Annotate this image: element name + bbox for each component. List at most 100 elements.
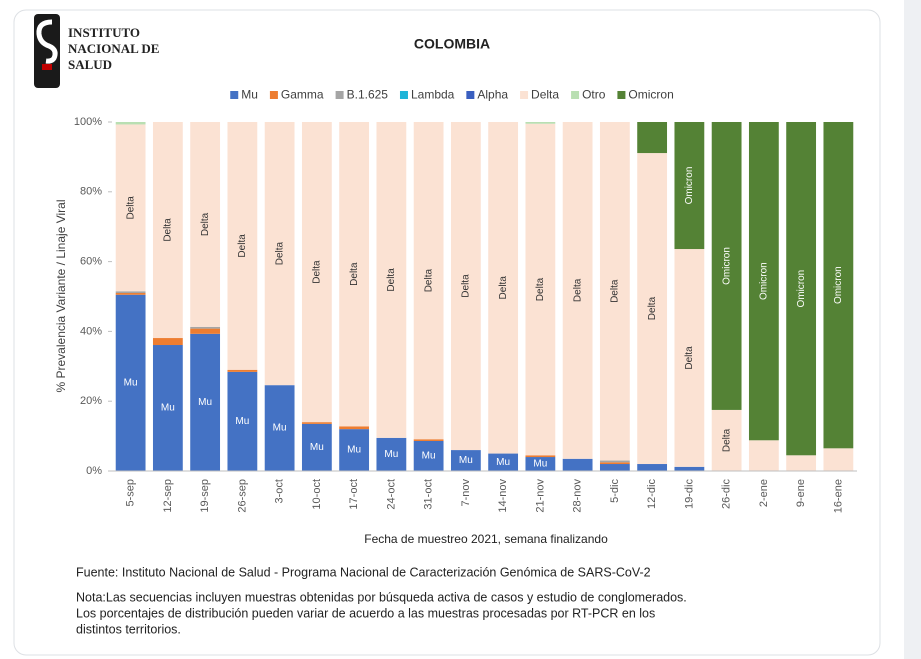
- segment-label: Delta: [200, 212, 211, 236]
- note: Nota:Las secuencias incluyen muestras ob…: [76, 590, 687, 604]
- logo-text: NACIONAL DE: [68, 41, 159, 56]
- legend-swatch: [617, 91, 626, 99]
- bar-segment: [190, 326, 221, 329]
- segment-label: Delta: [572, 278, 583, 302]
- side-strip: [904, 0, 921, 659]
- segment-label: Mu: [384, 449, 398, 460]
- x-tick-label: 31-oct: [423, 479, 435, 510]
- x-tick-label: 24-oct: [385, 479, 397, 510]
- bar-segment: [190, 333, 221, 471]
- legend-swatch: [466, 91, 475, 99]
- bar-segment: [339, 426, 370, 430]
- x-tick-label: 19-sep: [199, 479, 211, 513]
- bar-segment: [227, 122, 258, 370]
- legend: Mu Gamma B.1.625 Lambda Alpha Delta Otro Omicro…: [230, 88, 674, 102]
- bar-segment: [152, 338, 183, 346]
- bar-segment: [525, 455, 556, 458]
- segment-label: Mu: [422, 451, 436, 462]
- logo-text: INSTITUTO: [68, 25, 140, 40]
- bar-segment: [264, 122, 295, 386]
- bar-segment: [488, 453, 519, 471]
- bar-segment: [339, 122, 370, 427]
- bar-segment: [674, 466, 705, 471]
- bar-segment: [748, 122, 779, 441]
- logo-icon: [34, 14, 60, 88]
- legend-label: Otro: [582, 88, 606, 102]
- legend-label: Omicron: [628, 88, 673, 102]
- segment-label: Delta: [610, 279, 621, 303]
- bar-segment: [637, 122, 668, 154]
- segment-label: Delta: [423, 269, 434, 293]
- x-tick-label: 12-sep: [162, 479, 174, 513]
- legend-swatch: [520, 91, 529, 99]
- legend-swatch: [399, 91, 408, 99]
- segment-label: Delta: [312, 260, 323, 284]
- segment-label: Delta: [535, 277, 546, 301]
- y-tick-label: 100%: [74, 116, 102, 128]
- bar-segment: [562, 458, 593, 471]
- bar-segment: [450, 450, 481, 471]
- legend-swatch: [269, 91, 278, 99]
- note: distintos territorios.: [76, 622, 181, 636]
- y-axis-label: % Prevalencia Variante / Linaje Viral: [54, 200, 68, 393]
- bar-segment: [450, 122, 481, 451]
- logo-text: SALUD: [68, 57, 112, 72]
- bar-segment: [152, 122, 183, 339]
- x-tick-label: 17-oct: [348, 479, 360, 510]
- bar-segment: [376, 122, 407, 438]
- bar-segment: [152, 345, 183, 471]
- segment-label: Mu: [124, 378, 138, 389]
- segment-label: Omicron: [684, 167, 695, 205]
- bar-segment: [115, 122, 146, 125]
- y-tick-label: 40%: [80, 325, 102, 337]
- segment-label: Mu: [533, 459, 547, 470]
- bar-segment: [711, 409, 742, 471]
- segment-label: Delta: [498, 276, 509, 300]
- x-tick-label: 2-ene: [758, 479, 770, 507]
- legend-label: Gamma: [281, 88, 324, 102]
- x-tick-label: 12-dic: [646, 479, 658, 509]
- segment-label: Delta: [461, 274, 472, 298]
- bar-segment: [488, 122, 519, 454]
- y-tick-label: 20%: [80, 395, 102, 407]
- bar-segment: [823, 448, 854, 471]
- segment-label: Delta: [125, 196, 136, 220]
- chart-title: COLOMBIA: [414, 36, 490, 52]
- segment-label: Delta: [684, 346, 695, 370]
- segment-label: Mu: [310, 442, 324, 453]
- bar-segment: [115, 293, 146, 295]
- bar-segment: [115, 291, 146, 294]
- bar-segment: [711, 122, 742, 410]
- bar-segment: [376, 437, 407, 471]
- segment-label: Mu: [161, 403, 175, 414]
- bar-segment: [301, 422, 332, 424]
- segment-label: Omicron: [721, 247, 732, 285]
- bar-segment: [637, 153, 668, 465]
- bar-segment: [413, 122, 444, 440]
- segment-label: Mu: [235, 416, 249, 427]
- bar-segment: [115, 124, 146, 292]
- bar-segment: [823, 122, 854, 449]
- x-tick-label: 10-oct: [311, 479, 323, 510]
- segment-label: Omicron: [833, 266, 844, 304]
- bar-segment: [525, 457, 556, 471]
- y-tick-label: 0%: [86, 465, 102, 477]
- bar-segment: [562, 122, 593, 459]
- bar-segment: [413, 440, 444, 471]
- legend-label: Alpha: [477, 88, 508, 102]
- legend-label: B.1.625: [347, 88, 389, 102]
- bar-segment: [301, 423, 332, 471]
- segment-label: Delta: [163, 218, 174, 242]
- y-tick-label: 80%: [80, 186, 102, 198]
- legend-label: Mu: [241, 88, 258, 102]
- segment-label: Mu: [198, 397, 212, 408]
- x-axis-label: Fecha de muestreo 2021, semana finalizan…: [364, 532, 608, 546]
- segment-label: Delta: [386, 268, 397, 292]
- legend-swatch: [230, 91, 239, 99]
- note: Los porcentajes de distribución pueden v…: [76, 606, 655, 620]
- x-tick-label: 14-nov: [497, 479, 509, 513]
- bar-segment: [264, 385, 295, 471]
- segment-label: Delta: [274, 241, 285, 265]
- bar-segment: [301, 122, 332, 423]
- segment-label: Omicron: [759, 262, 770, 300]
